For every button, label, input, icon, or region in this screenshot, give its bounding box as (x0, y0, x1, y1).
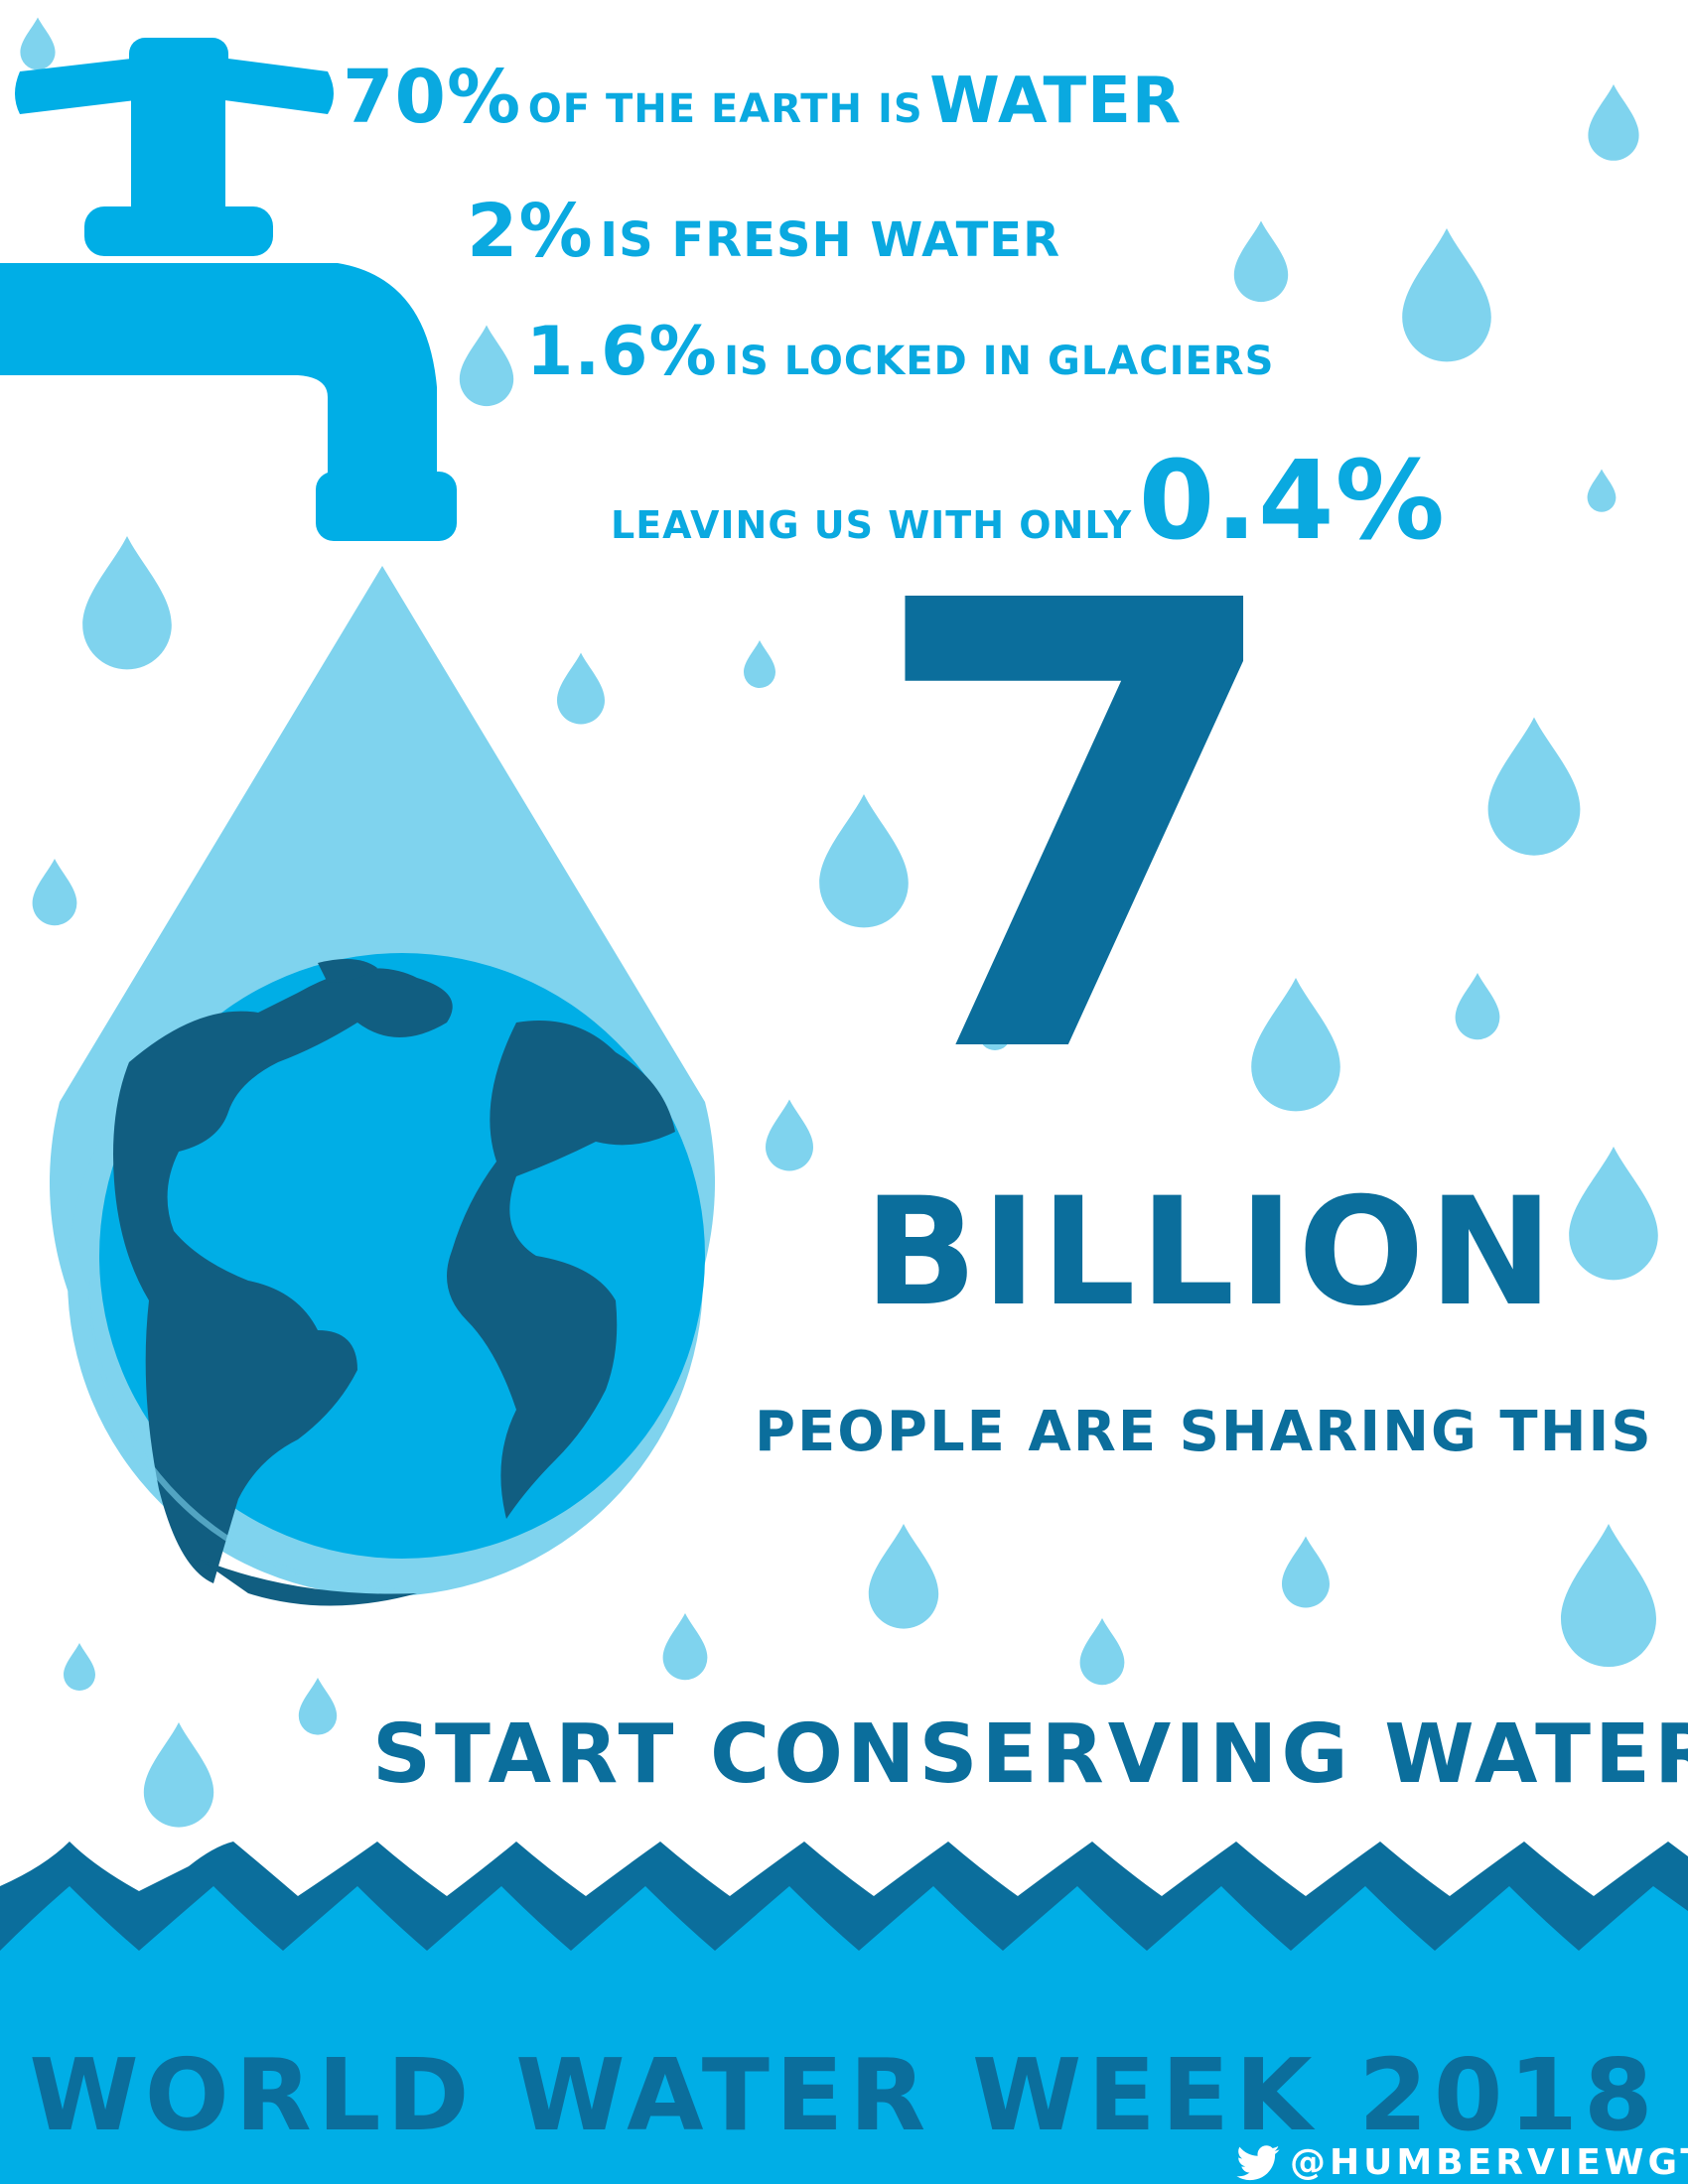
raindrop-icon (32, 859, 77, 926)
raindrop-icon (1569, 1147, 1658, 1281)
raindrop-icon (298, 1678, 338, 1735)
fact-text: IS FRESH WATER (600, 212, 1061, 268)
twitter-bird-icon (1236, 2144, 1280, 2180)
fact-value: 70% (343, 55, 522, 140)
raindrop-icon (744, 640, 775, 688)
raindrop-icon (868, 1524, 939, 1629)
raindrop-icon (64, 1643, 95, 1691)
water-drop-earth-illustration (49, 566, 715, 1606)
fact-2-percent: 2% IS FRESH WATER (467, 189, 1060, 274)
fact-value: 2% (467, 189, 594, 274)
raindrop-icon (1455, 973, 1500, 1040)
raindrop-icon (20, 17, 56, 70)
raindrop-icon (1079, 1618, 1125, 1686)
fact-text: IS LOCKED IN GLACIERS (724, 339, 1275, 384)
call-to-action: START CONSERVING WATER. (372, 1707, 1688, 1802)
faucet-icon (0, 38, 457, 541)
population-number: 7 (864, 475, 1293, 1190)
raindrop-icon (143, 1722, 214, 1828)
fact-value: 1.6% (526, 313, 718, 391)
fact-1-6-percent: 1.6% IS LOCKED IN GLACIERS (526, 313, 1274, 391)
earth-continents (113, 959, 675, 1606)
raindrop-icon (1282, 1536, 1330, 1608)
fact-text: LEAVING US WITH ONLY (611, 503, 1133, 547)
raindrop-icon (1561, 1524, 1656, 1667)
raindrop-icon (1233, 220, 1289, 303)
raindrop-icon (459, 325, 514, 407)
fact-value: 0.4% (1138, 437, 1446, 564)
footer-title: WORLD WATER WEEK 2018 (29, 2037, 1659, 2153)
raindrop-icon (557, 652, 605, 725)
social-handle-text: @HUMBERVIEWGTAC (1290, 2142, 1688, 2183)
raindrop-icon (662, 1613, 708, 1681)
fact-0-4-percent: LEAVING US WITH ONLY 0.4% (611, 437, 1446, 564)
raindrop-icon (1487, 717, 1581, 856)
raindrop-icon (1588, 84, 1639, 161)
population-caption: PEOPLE ARE SHARING THIS (755, 1400, 1653, 1464)
population-unit: BILLION (864, 1166, 1558, 1339)
fact-tail: WATER (929, 65, 1183, 138)
fact-text: OF THE EARTH IS (527, 86, 923, 132)
raindrop-icon (1587, 469, 1617, 512)
raindrop-icon (1402, 228, 1491, 362)
fact-70-percent: 70% OF THE EARTH IS WATER (343, 55, 1182, 140)
raindrop-icon (82, 536, 172, 670)
social-handle[interactable]: @HUMBERVIEWGTAC (1236, 2142, 1688, 2183)
waves-footer (0, 1842, 1688, 2184)
raindrop-icon (766, 1099, 813, 1171)
